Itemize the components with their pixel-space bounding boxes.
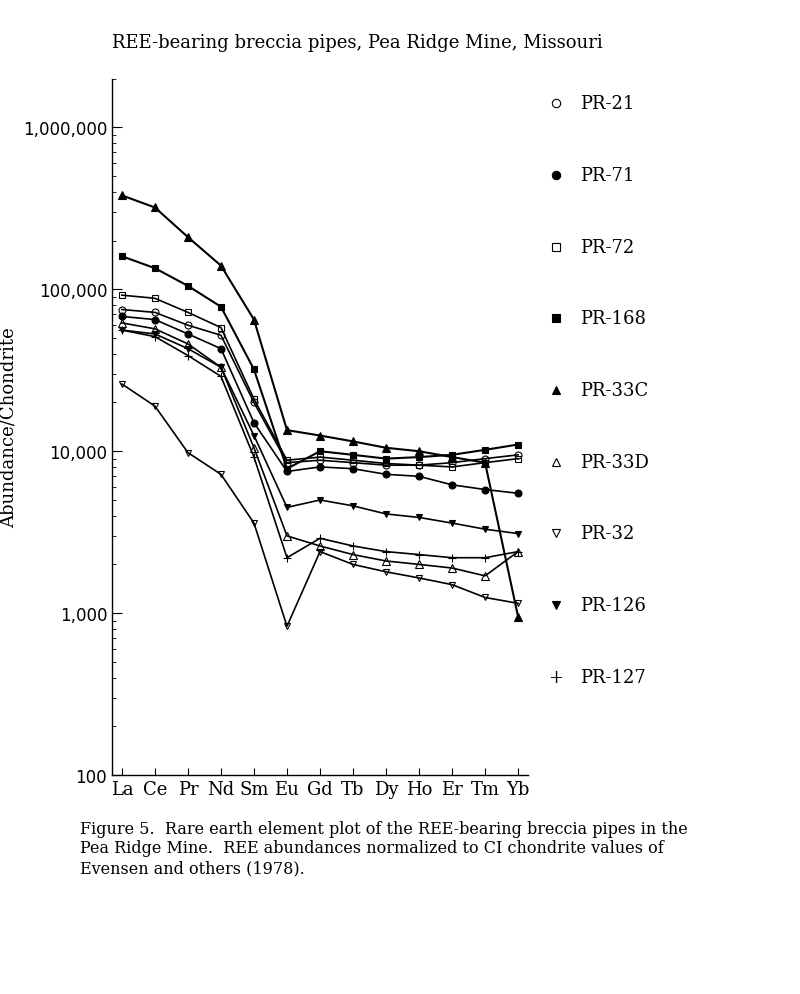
Text: PR-127: PR-127: [580, 668, 646, 686]
Text: +: +: [549, 668, 563, 686]
Text: PR-71: PR-71: [580, 167, 634, 185]
Text: PR-168: PR-168: [580, 310, 646, 328]
Text: REE-bearing breccia pipes, Pea Ridge Mine, Missouri: REE-bearing breccia pipes, Pea Ridge Min…: [112, 34, 602, 52]
Text: PR-72: PR-72: [580, 239, 634, 256]
Text: PR-33D: PR-33D: [580, 453, 649, 471]
Text: PR-21: PR-21: [580, 95, 634, 113]
Text: Figure 5.  Rare earth element plot of the REE-bearing breccia pipes in the
Pea R: Figure 5. Rare earth element plot of the…: [80, 820, 688, 876]
Text: PR-126: PR-126: [580, 596, 646, 614]
Text: PR-33C: PR-33C: [580, 382, 648, 400]
Text: PR-32: PR-32: [580, 525, 634, 543]
Y-axis label: Abundance/Chondrite: Abundance/Chondrite: [0, 327, 18, 528]
